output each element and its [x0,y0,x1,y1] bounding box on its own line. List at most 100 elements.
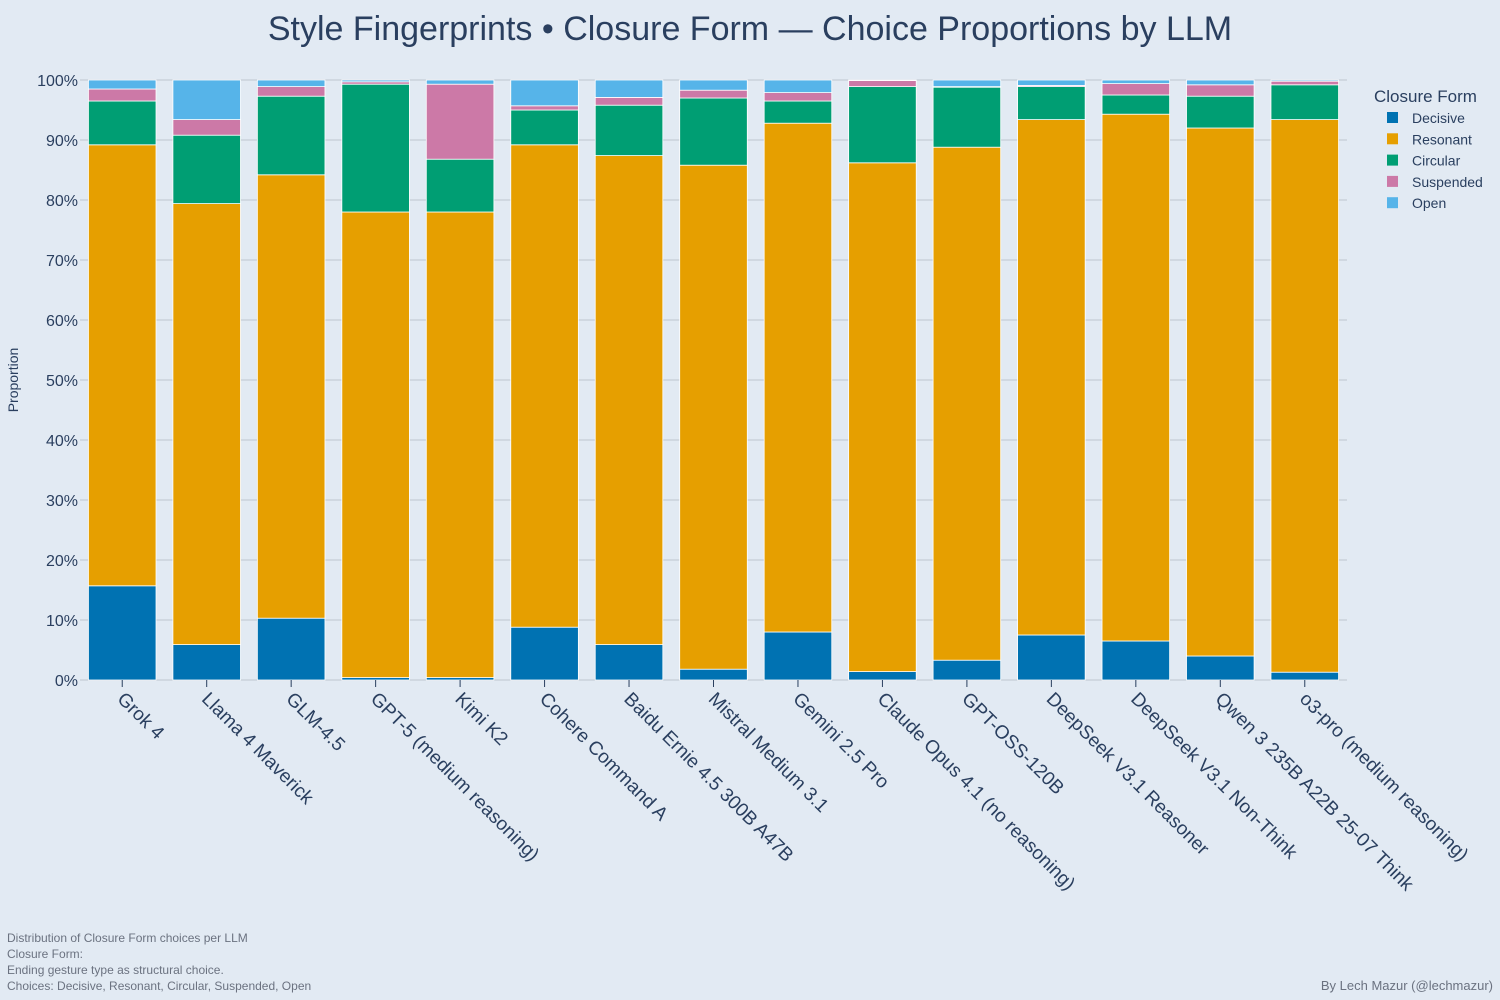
y-tick-label: 60% [46,313,78,330]
bar-segment-decisive [932,659,1002,681]
bar-segment-resonant [1101,113,1171,642]
y-tick-label: 50% [46,373,78,390]
bars [88,79,1339,681]
bar-segment-open [425,79,495,85]
bar-segment-open [1017,79,1086,86]
bar-segment-decisive [679,668,748,681]
bar-segment-circular [848,86,917,164]
bar-segment-circular [88,100,157,146]
bar-segment-resonant [88,144,157,587]
bar-segment-open [1101,79,1171,84]
y-axis-ticks: 0% 10% 20% 30% 40% 50% 60% 70% 80% 90% 100% [37,73,78,690]
legend-swatch [1387,154,1398,166]
footnote-line: Distribution of Closure Form choices per… [7,931,248,945]
bar-segment-suspended [848,80,917,87]
bar-segment-open [256,79,326,87]
legend-label: Open [1412,195,1446,211]
x-tick-label: DeepSeek V3.1 Reasoner [1042,689,1213,860]
legend-swatch [1387,175,1398,187]
y-tick-label: 20% [46,553,78,570]
bar-segment-suspended [594,97,664,106]
bar-segment-circular [172,134,241,204]
bar-segment-decisive [1101,640,1171,681]
bar-segment-resonant [594,155,664,646]
bar-segment-suspended [1186,84,1255,97]
bar-segment-resonant [679,164,748,670]
chart-title: Style Fingerprints • Closure Form — Choi… [268,10,1232,48]
bar-segment-open [1270,79,1339,82]
bar-segment-open [679,79,748,91]
bar-segment-open [763,79,833,94]
bar-segment-decisive [256,617,326,681]
y-tick-label: 10% [46,613,78,630]
bar-segment-circular [256,95,326,176]
footnote-line: Ending gesture type as structural choice… [7,963,224,977]
bar-segment-open [848,79,917,82]
bar-segment-decisive [848,671,917,681]
y-tick-label: 0% [55,673,78,690]
x-tick-label: GPT-5 (medium reasoning) [366,689,543,866]
footnote-line: Closure Form: [7,947,84,961]
bar-segment-suspended [172,119,241,136]
bar-segment-resonant [1017,119,1086,636]
bar-segment-resonant [172,203,241,646]
y-tick-label: 30% [46,493,78,510]
bar-segment-suspended [679,89,748,99]
bar-segment-open [172,79,241,120]
legend-swatch [1387,133,1398,145]
legend-swatch [1387,112,1398,123]
legend-label: Decisive [1412,110,1465,126]
x-tick-label: o3-pro (medium reasoning) [1295,689,1472,866]
bar-segment-suspended [425,83,495,160]
bar-segment-suspended [763,92,833,102]
bar-segment-circular [1017,86,1086,120]
bar-segment-open [932,79,1002,87]
bar-segment-open [341,79,410,83]
bar-segment-open [594,79,664,98]
credit: By Lech Mazur (@lechmazur) [1320,978,1493,993]
y-axis-label: Proportion [5,348,21,413]
bar-segment-resonant [848,162,917,672]
bar-segment-decisive [510,626,579,681]
x-tick-label: GLM-4.5 [282,689,349,756]
bar-segment-circular [594,104,664,156]
bar-segment-open [88,79,157,90]
bar-segment-circular [932,86,1002,148]
bar-segment-decisive [1270,671,1339,681]
bar-segment-resonant [510,144,579,628]
y-tick-label: 80% [46,193,78,210]
bar-segment-circular [341,83,410,213]
bar-segment-resonant [425,211,495,679]
bar-segment-resonant [256,174,326,619]
bar-segment-open [510,79,579,107]
legend-label: Resonant [1412,131,1472,147]
bar-segment-suspended [510,105,579,111]
bar-segment-decisive [763,631,833,681]
bar-segment-circular [763,100,833,124]
bar-segment-circular [1270,84,1339,121]
y-tick-label: 90% [46,133,78,150]
x-tick-label: Baidu Ernie 4.5 300B A47B [619,689,797,867]
footnote-line: Choices: Decisive, Resonant, Circular, S… [7,979,312,993]
bar-segment-suspended [1270,80,1339,86]
bar-segment-circular [1186,95,1255,129]
x-tick-label: DeepSeek V3.1 Non-Think [1126,689,1301,864]
legend-title: Closure Form [1374,87,1477,106]
bar-segment-suspended [88,88,157,102]
y-tick-label: 100% [37,73,78,90]
footnote: Distribution of Closure Form choices per… [7,930,311,994]
bar-segment-decisive [1186,655,1255,681]
bar-segment-resonant [1270,119,1339,673]
bar-segment-circular [679,97,748,166]
legend-swatch [1387,197,1398,209]
bar-segment-open [1186,79,1255,86]
bar-segment-suspended [256,86,326,97]
bar-segment-suspended [1101,83,1171,96]
x-tick-label: Kimi K2 [451,689,512,750]
bar-segment-circular [425,158,495,213]
bar-segment-decisive [1017,634,1086,681]
legend-label: Suspended [1412,174,1483,190]
bar-segment-decisive [88,585,157,681]
